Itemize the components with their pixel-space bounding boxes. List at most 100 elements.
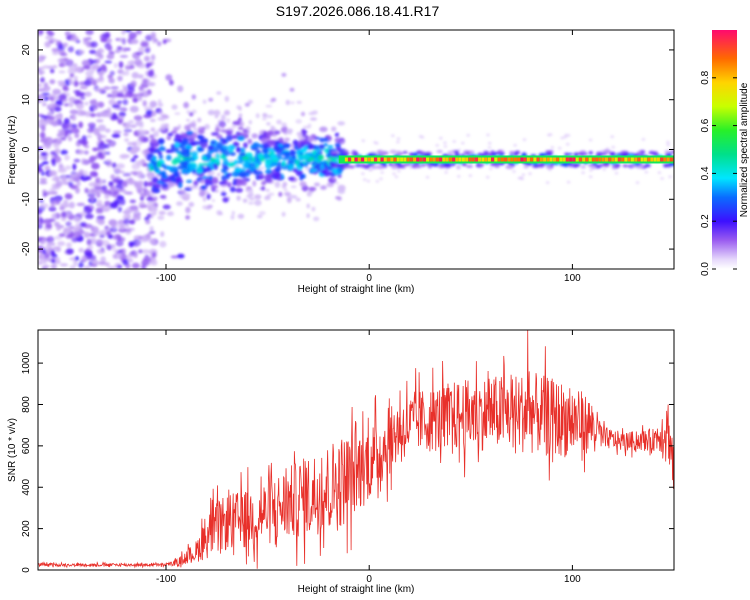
spectrogram-cell (129, 148, 138, 154)
spectrogram-cell (96, 191, 101, 198)
spectrogram-cell (276, 156, 283, 160)
spectrogram-cell (222, 158, 230, 166)
spectrogram-cell (109, 202, 119, 209)
spectrogram-cell (331, 177, 336, 180)
spectrogram-cell (308, 186, 317, 192)
spectrogram-cell (123, 132, 129, 137)
spectrogram-cell (64, 31, 71, 37)
spectrogram-cell (537, 163, 545, 168)
spectrogram-cell (135, 183, 144, 188)
spectrogram-cell (521, 173, 526, 177)
spectrogram-ytick-label: 20 (21, 44, 32, 56)
spectrogram-cell (50, 258, 56, 264)
spectrogram-cell (252, 180, 257, 187)
spectrogram-cell (178, 143, 186, 150)
spectrogram-cell (207, 145, 214, 151)
carrier-segment (562, 157, 566, 162)
spectrogram-cell (306, 203, 310, 209)
spectrogram-cell (122, 108, 127, 112)
spectrogram-cell (266, 139, 273, 143)
carrier-segment (445, 157, 449, 162)
spectrogram-cell (102, 208, 110, 212)
spectrogram-cell (308, 156, 315, 162)
carrier-segment (448, 157, 452, 162)
spectrogram-cell (144, 189, 151, 196)
colorbar-tick-label: 0.4 (700, 166, 711, 180)
spectrogram-cell (185, 206, 191, 214)
spectrogram-cell (136, 241, 141, 246)
colorbar-tick-label: 0.2 (700, 214, 711, 228)
spectrogram-cell (157, 138, 165, 145)
spectrogram-cell (520, 177, 525, 181)
spectrogram-cell (79, 96, 86, 100)
spectrogram-cell (296, 101, 302, 104)
spectrogram-cell (323, 142, 329, 147)
spectrogram-cell (327, 144, 334, 149)
spectrogram-cell (49, 191, 58, 195)
spectrogram-cell (79, 85, 88, 90)
spectrogram-cell (121, 71, 126, 76)
spectrogram-cell (396, 140, 400, 144)
spectrogram-cell (231, 124, 237, 129)
spectrogram-cell (87, 244, 93, 250)
spectrogram-ytick-label: 0 (21, 146, 32, 152)
spectrogram-cell (93, 127, 100, 133)
spectrogram-cell (158, 145, 164, 151)
spectrogram-cell (271, 139, 276, 145)
spectrogram-cell (132, 52, 141, 60)
carrier-segment (533, 157, 537, 162)
carrier-segment (604, 157, 608, 162)
spectrogram-cell (151, 251, 157, 258)
spectrogram-cell (157, 151, 163, 156)
spectrogram-cell (70, 36, 79, 42)
spectrogram-cell (466, 165, 473, 168)
spectrogram-cell (86, 238, 92, 246)
spectrogram-cell (214, 157, 220, 164)
spectrogram-cell (49, 68, 55, 74)
colorbar-tick-label: 0.6 (700, 118, 711, 132)
spectrogram-cell (222, 197, 229, 203)
spectrogram-cell (281, 72, 287, 77)
spectrogram-cell (75, 216, 81, 223)
spectrogram-cell (259, 166, 265, 170)
spectrogram-cell (41, 161, 49, 165)
spectrogram-cell (106, 93, 112, 98)
carrier-segment (481, 157, 485, 162)
spectrogram-cell (225, 172, 233, 177)
spectrogram-cell (149, 230, 156, 235)
spectrogram-cell (142, 257, 152, 263)
carrier-segment (374, 157, 378, 162)
spectrogram-cell (215, 124, 221, 128)
spectrogram-cell (271, 162, 279, 166)
spectrogram-cell (286, 163, 295, 168)
spectrogram-cell (589, 163, 593, 167)
spectrogram-cell (76, 202, 86, 207)
carrier-segment (442, 157, 446, 162)
spectrogram-xtick-label: 100 (564, 273, 581, 284)
spectrogram-cell (67, 77, 73, 81)
spectrogram-cell (124, 66, 134, 70)
spectrogram-cell (266, 122, 271, 126)
spectrogram-cell (297, 143, 302, 149)
spectrogram-cell (153, 183, 161, 189)
spectrogram-cell (145, 63, 150, 69)
spectrogram-cell (311, 206, 316, 212)
spectrogram-cell (75, 89, 81, 97)
spectrogram-cell (121, 37, 126, 45)
spectrogram-cell (215, 153, 220, 159)
spectrogram-blobs (38, 30, 674, 269)
spectrogram-cell (67, 46, 74, 53)
spectrogram-cell (108, 77, 113, 84)
spectrogram-cell (274, 145, 280, 152)
spectrogram-cell (71, 114, 77, 121)
spectrogram-cell (545, 181, 550, 185)
spectrogram-cell (84, 91, 92, 97)
spectrogram-cell (379, 177, 383, 181)
spectrogram-cell (590, 165, 594, 169)
spectrogram-cell (130, 80, 137, 88)
spectrogram-cell (126, 141, 136, 146)
spectrogram-cell (300, 148, 306, 154)
spectrogram-cell (264, 169, 272, 175)
spectrogram-cell (443, 145, 448, 148)
